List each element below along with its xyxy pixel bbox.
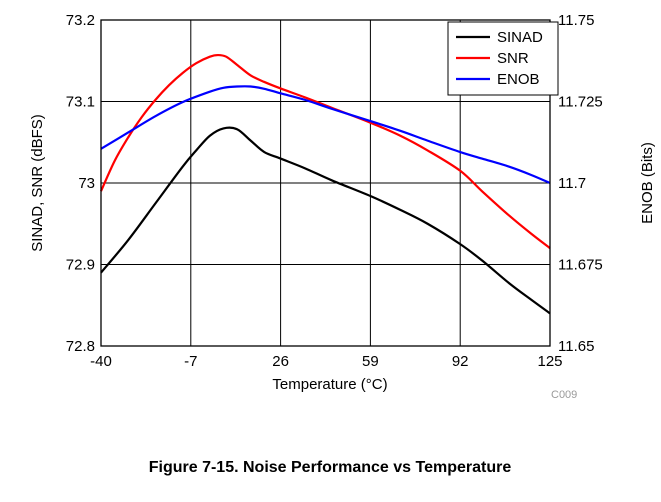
legend-label-sinad: SINAD bbox=[497, 29, 543, 46]
right-y-axis-label: ENOB (Bits) bbox=[639, 142, 656, 224]
right-y-tick-label: 11.75 bbox=[558, 12, 594, 29]
series-line-sinad bbox=[100, 126, 551, 315]
left-y-tick-labels: 72.8 72.9 73 73.1 73.2 bbox=[66, 12, 95, 355]
series-line-snr bbox=[99, 53, 551, 250]
left-y-tick-label: 72.9 bbox=[66, 257, 95, 274]
right-y-tick-label: 11.725 bbox=[558, 94, 603, 111]
x-tick-label: 92 bbox=[452, 353, 469, 370]
x-tick-label: 59 bbox=[362, 353, 379, 370]
left-y-tick-label: 73.1 bbox=[66, 94, 95, 111]
right-y-tick-label: 11.675 bbox=[558, 257, 603, 274]
legend-label-enob: ENOB bbox=[497, 71, 540, 88]
right-y-tick-label: 11.65 bbox=[558, 338, 594, 355]
figure-caption: Figure 7-15. Noise Performance vs Temper… bbox=[149, 459, 512, 476]
legend: SINAD SNR ENOB bbox=[447, 21, 559, 96]
left-y-axis-label: SINAD, SNR (dBFS) bbox=[29, 114, 46, 252]
left-y-tick-label: 73 bbox=[78, 175, 95, 192]
x-tick-label: -7 bbox=[184, 353, 197, 370]
x-axis-label: Temperature (°C) bbox=[272, 376, 387, 393]
legend-label-snr: SNR bbox=[497, 50, 529, 67]
series-lines bbox=[99, 53, 551, 315]
series-line-enob bbox=[100, 85, 551, 185]
right-y-tick-labels: 11.65 11.675 11.7 11.725 11.75 bbox=[558, 12, 603, 355]
x-tick-labels: -40 -7 26 59 92 125 bbox=[90, 353, 562, 370]
left-y-tick-label: 73.2 bbox=[66, 12, 95, 29]
plot-frame bbox=[100, 19, 551, 347]
x-tick-label: -40 bbox=[90, 353, 112, 370]
figure-code: C009 bbox=[551, 389, 577, 401]
left-y-tick-label: 72.8 bbox=[66, 338, 95, 355]
x-tick-label: 125 bbox=[537, 353, 562, 370]
x-tick-label: 26 bbox=[272, 353, 289, 370]
right-y-tick-label: 11.7 bbox=[558, 175, 586, 192]
